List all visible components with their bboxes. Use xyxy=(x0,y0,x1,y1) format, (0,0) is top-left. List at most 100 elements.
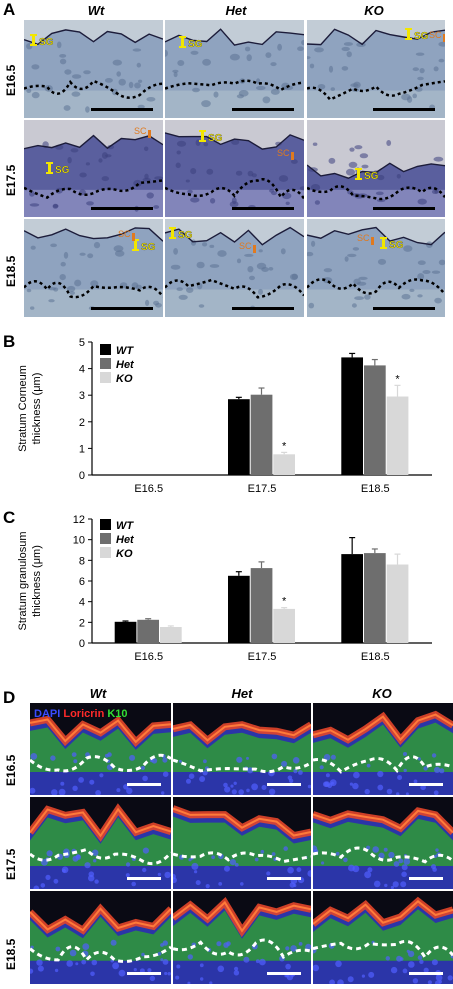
if-tile-e18-ko xyxy=(313,891,453,984)
y-tick-label: 2 xyxy=(79,617,85,629)
y-tick-label: 0 xyxy=(79,470,85,482)
histology-tile-e16-wt: SG xyxy=(24,20,163,118)
sc-marker: SC xyxy=(429,30,445,42)
bar-ko-E18.5 xyxy=(386,396,409,475)
legend-label-het: Het xyxy=(116,359,135,371)
panel-c-chart: 0 2 4 6 8 10 12 Stratum granulosum thickness (μm… xyxy=(0,505,453,675)
sc-marker: SC xyxy=(118,229,135,241)
bar-ko-E18.5 xyxy=(386,564,409,643)
if-tile-e16-ko xyxy=(313,703,453,795)
legend-label-ko: KO xyxy=(116,548,133,560)
panel-d-col-wt: Wt xyxy=(89,686,107,701)
panel-a-col-het: Het xyxy=(225,3,247,18)
x-tick-label: E17.5 xyxy=(248,651,277,663)
sg-marker: SG xyxy=(380,237,404,251)
histology-tile-e18-het: SG SC xyxy=(165,219,304,317)
panel-d-letter: D xyxy=(3,688,16,707)
x-tick-label: E18.5 xyxy=(361,483,390,495)
y-tick-label: 5 xyxy=(79,337,85,349)
stain-loricrin: Loricrin xyxy=(63,708,105,720)
legend-swatch-wt xyxy=(100,519,111,530)
sg-marker: SG xyxy=(405,28,429,42)
histology-tile-e18-wt: SG SC xyxy=(24,219,163,317)
x-tick-label: E17.5 xyxy=(248,483,277,495)
svg-text:SG: SG xyxy=(188,39,203,50)
if-tile-e18-het xyxy=(173,891,311,984)
if-tile-e16-wt xyxy=(30,703,171,795)
svg-text:SG: SG xyxy=(39,37,54,48)
sg-marker: SG xyxy=(169,227,193,241)
bar-wt-E17.5 xyxy=(228,575,250,643)
if-tile-e16-het xyxy=(173,703,311,795)
sc-marker: SC xyxy=(277,148,294,160)
panel-a-row-e16: E16.5 xyxy=(4,64,18,96)
legend-swatch-wt xyxy=(100,344,111,355)
if-tile-e17-ko xyxy=(313,797,453,889)
legend-swatch-het xyxy=(100,533,111,544)
y-tick-label: 4 xyxy=(79,364,85,376)
legend-label-ko: KO xyxy=(116,373,133,385)
histology-tile-e17-het: SG SC xyxy=(165,120,304,217)
stain-dapi: DAPI xyxy=(34,708,61,720)
sg-marker: SG xyxy=(355,168,379,182)
legend-swatch-ko xyxy=(100,372,111,383)
stratum-granulosum-chart: 0 2 4 6 8 10 12 Stratum granulosum thickness (μm… xyxy=(17,514,432,663)
y-tick-label: 4 xyxy=(79,597,85,609)
bar-het-E18.5 xyxy=(364,553,386,643)
sc-marker: SC xyxy=(134,126,151,138)
y-tick-label: 0 xyxy=(79,638,85,650)
panel-a-row-e17: E17.5 xyxy=(4,164,18,196)
svg-text:SC: SC xyxy=(277,148,290,158)
svg-text:SG: SG xyxy=(178,230,193,241)
x-tick-label: E18.5 xyxy=(361,651,390,663)
y-axis-label-line2: thickness (μm) xyxy=(31,545,43,617)
svg-text:SG: SG xyxy=(141,242,156,253)
y-tick-label: 10 xyxy=(73,535,85,547)
svg-text:SC: SC xyxy=(429,30,442,40)
histology-tile-e16-ko: SG SC xyxy=(307,20,445,118)
y-axis-label-line1: Stratum granulosum xyxy=(17,531,29,630)
y-axis-label-line1: Stratum Corneum xyxy=(17,365,29,452)
if-tile-e17-wt xyxy=(30,797,171,889)
stratum-corneum-chart: 0 1 2 3 4 5 Stratum Corneum thickness (μm) E16.5… xyxy=(17,337,432,495)
if-tile-e17-het xyxy=(173,797,311,889)
panel-a-row-e18: E18.5 xyxy=(4,255,18,287)
svg-text:SG: SG xyxy=(389,240,404,251)
panel-d-row-e17: E17.5 xyxy=(4,848,18,880)
significance-asterisk: * xyxy=(395,373,400,385)
panel-a-col-wt: Wt xyxy=(87,3,105,18)
stain-legend: DAPI Loricrin K10 xyxy=(34,708,128,720)
bar-het-E17.5 xyxy=(250,394,273,475)
svg-text:SG: SG xyxy=(208,133,223,144)
y-tick-label: 1 xyxy=(79,443,85,455)
panel-c-letter: C xyxy=(3,508,16,527)
histology-tile-e16-het: SG xyxy=(165,20,304,118)
legend-swatch-ko xyxy=(100,547,111,558)
svg-text:SC: SC xyxy=(239,241,252,251)
sg-marker: SG xyxy=(30,34,54,48)
bar-wt-E18.5 xyxy=(341,357,363,475)
legend-swatch-het xyxy=(100,358,111,369)
bar-het-E16.5 xyxy=(137,619,159,644)
if-tile-e18-wt xyxy=(30,891,171,984)
y-tick-label: 8 xyxy=(79,555,85,567)
panel-d-row-e18: E18.5 xyxy=(4,938,18,970)
stain-k10: K10 xyxy=(107,708,128,720)
sc-marker: SC xyxy=(357,233,374,245)
panel-b-letter: B xyxy=(3,332,16,351)
significance-asterisk: * xyxy=(282,596,287,608)
y-tick-label: 2 xyxy=(79,417,85,429)
legend-label-het: Het xyxy=(116,534,135,546)
sg-marker: SG xyxy=(179,36,203,50)
y-tick-label: 12 xyxy=(73,514,85,526)
panel-d-row-e16: E16.5 xyxy=(4,754,18,786)
panel-d-col-ko: KO xyxy=(372,686,392,701)
sg-marker: SG xyxy=(132,239,156,253)
histology-tile-e18-ko: SG SC xyxy=(307,219,445,317)
svg-text:SC: SC xyxy=(357,233,370,243)
y-axis-label-line2: thickness (μm) xyxy=(31,373,43,445)
panel-d-col-het: Het xyxy=(231,686,253,701)
panel-b-chart: 0 1 2 3 4 5 Stratum Corneum thickness (μm) E16.5… xyxy=(0,330,453,510)
significance-asterisk: * xyxy=(282,440,287,452)
bar-het-E18.5 xyxy=(364,365,386,475)
